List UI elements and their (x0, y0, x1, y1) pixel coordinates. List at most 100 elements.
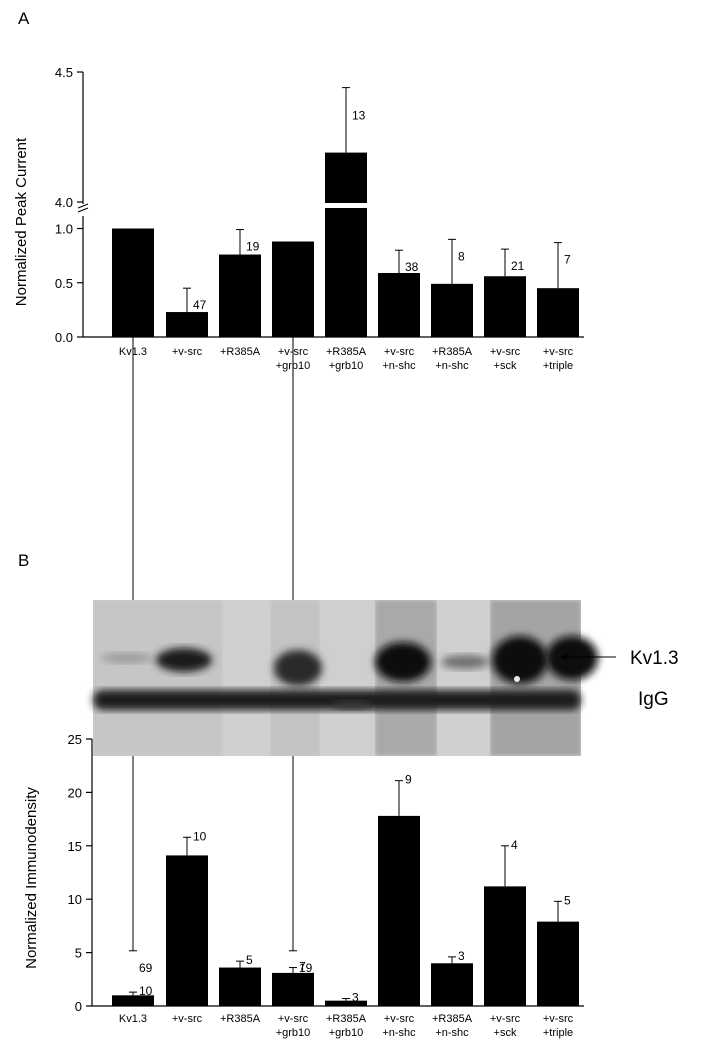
n-label: 19 (299, 961, 313, 975)
category-label: +n-shc (382, 360, 416, 372)
category-label: +sck (494, 1027, 517, 1039)
bar (219, 967, 261, 1006)
panel-b-letter: B (18, 551, 29, 570)
n-label: 3 (458, 949, 465, 963)
igg-band (93, 690, 581, 710)
panel-b-chart: Normalized Immunodensity 0 5 10 15 20 25 10 Kv1… (23, 732, 584, 1039)
category-label: +triple (543, 1027, 573, 1039)
n-label: 13 (352, 109, 366, 123)
n-label: 5 (564, 893, 571, 907)
category-label: +R385A (220, 1013, 261, 1025)
n-label: 47 (193, 298, 207, 312)
category-label: Kv1.3 (119, 346, 147, 358)
panel-b-ylabel: Normalized Immunodensity (23, 787, 40, 969)
bar (484, 276, 526, 337)
category-label: Kv1.3 (119, 1013, 147, 1025)
y-tick-label: 5 (75, 946, 82, 961)
n-label: 8 (458, 249, 465, 263)
n-label: 7 (564, 253, 571, 267)
kv13-arrow-head (560, 654, 567, 660)
category-label: +v-src (543, 1013, 574, 1025)
igg-band-label: IgG (638, 689, 669, 710)
kv13-band (156, 648, 212, 672)
bar (431, 283, 473, 337)
axis-break-mark (77, 203, 89, 209)
bar (537, 921, 579, 1006)
category-label: +v-src (172, 1013, 203, 1025)
category-label: +v-src (490, 346, 521, 358)
category-label: +grb10 (276, 1027, 311, 1039)
n-label: 10 (139, 984, 153, 998)
kv13-band (492, 636, 548, 684)
category-label: +n-shc (435, 360, 469, 372)
bar (325, 152, 367, 337)
kv13-band-label: Kv1.3 (630, 648, 679, 669)
y-tick-label: 4.0 (55, 195, 73, 210)
bar (484, 886, 526, 1006)
category-label: +grb10 (329, 360, 364, 372)
y-tick-label: 20 (68, 785, 82, 800)
n-label: 38 (405, 260, 419, 274)
bar (272, 972, 314, 1006)
category-label: +v-src (278, 346, 309, 358)
western-blot-image: Kv1.3 IgG (93, 600, 679, 756)
bar (325, 1000, 367, 1006)
bar (166, 855, 208, 1006)
category-label: +n-shc (382, 1027, 416, 1039)
category-label: +v-src (543, 346, 574, 358)
n-label: 69 (139, 961, 153, 975)
y-tick-label: 10 (68, 892, 82, 907)
n-label: 19 (246, 240, 260, 254)
panel-a-chart: Normalized Peak Current 0.0 0.5 1.0 4.0 4.5 6… (13, 65, 584, 975)
n-label: 5 (246, 953, 253, 967)
category-label: +v-src (384, 346, 415, 358)
bar (431, 963, 473, 1006)
category-label: +v-src (384, 1013, 415, 1025)
category-label: +triple (543, 360, 573, 372)
category-label: +v-src (278, 1013, 309, 1025)
y-tick-label: 0 (75, 999, 82, 1014)
category-label: +R385A (432, 346, 473, 358)
n-label: 7 (299, 960, 306, 974)
bar (166, 312, 208, 337)
category-label: +grb10 (276, 360, 311, 372)
kv13-band (546, 636, 598, 680)
y-tick-label: 25 (68, 732, 82, 747)
bar (537, 288, 579, 337)
n-label: 4 (511, 838, 518, 852)
category-label: +sck (494, 360, 517, 372)
igg-band-weak (332, 701, 372, 709)
y-tick-label: 15 (68, 839, 82, 854)
kv13-band (375, 642, 431, 682)
category-label: +R385A (326, 346, 367, 358)
y-tick-label: 0.0 (55, 330, 73, 345)
n-label: 10 (193, 829, 207, 843)
panel-a-letter: A (18, 9, 30, 28)
n-label: 21 (511, 259, 525, 273)
category-label: +R385A (432, 1013, 473, 1025)
kv13-band (274, 650, 322, 686)
category-label: +v-src (172, 346, 203, 358)
category-label: +R385A (326, 1013, 367, 1025)
bar (378, 272, 420, 337)
y-tick-label: 0.5 (55, 276, 73, 291)
bar-break-gap (324, 203, 368, 208)
bar (378, 815, 420, 1006)
category-label: +n-shc (435, 1027, 469, 1039)
kv13-band (101, 653, 153, 663)
category-label: +R385A (220, 346, 261, 358)
bar (112, 995, 154, 1006)
panel-a-ylabel: Normalized Peak Current (13, 137, 30, 306)
category-label: +v-src (490, 1013, 521, 1025)
blot-artifact (514, 676, 520, 682)
y-tick-label: 1.0 (55, 222, 73, 237)
n-label: 3 (352, 991, 359, 1005)
bar (219, 254, 261, 337)
blot-panel-shade (93, 600, 223, 756)
kv13-band (441, 655, 489, 669)
y-tick-label: 4.5 (55, 65, 73, 80)
category-label: +grb10 (329, 1027, 364, 1039)
n-label: 9 (405, 773, 412, 787)
axis-break-mark (77, 207, 89, 213)
